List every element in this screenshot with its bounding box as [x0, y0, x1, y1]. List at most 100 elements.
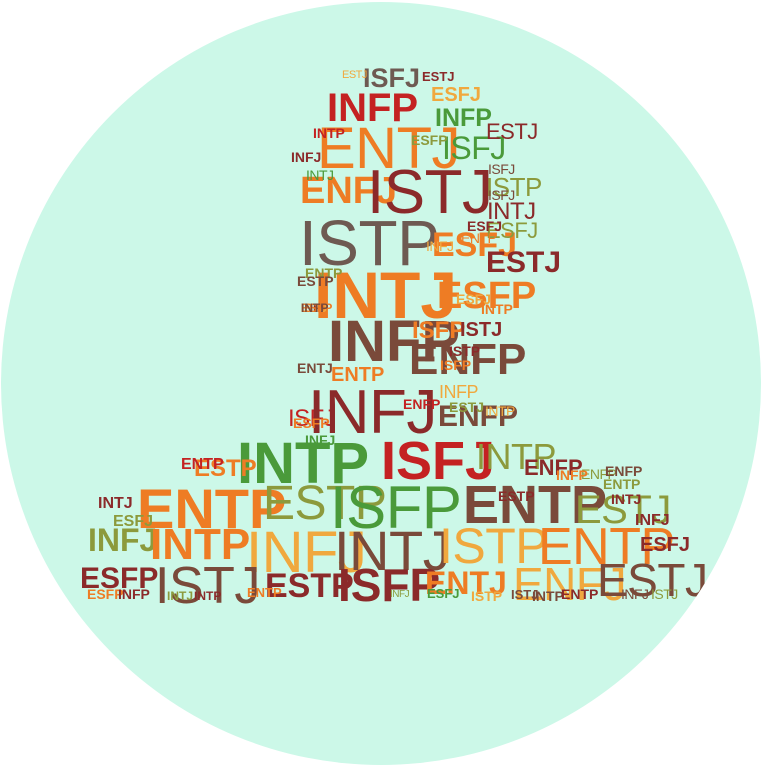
- cloud-word: ISTJ: [367, 158, 493, 227]
- cloud-word: ISFJ: [288, 405, 336, 432]
- cloud-word: INTP: [301, 301, 329, 315]
- cloud-word: INTP: [237, 431, 370, 496]
- cloud-word: ESTP: [263, 477, 387, 530]
- cloud-word: ENTP: [463, 475, 608, 535]
- cloud-word: INTJ: [334, 519, 451, 582]
- cloud-word: INTP: [481, 301, 513, 317]
- cloud-word: ISFP: [412, 317, 466, 344]
- cloud-word: INTP: [532, 588, 564, 604]
- cloud-word: ESFP: [87, 586, 124, 602]
- cloud-word: ESTJ: [449, 399, 485, 415]
- cloud-word: ISFJ: [381, 431, 496, 491]
- cloud-word: ENFP: [581, 466, 617, 482]
- cloud-word: INFJ: [246, 520, 367, 585]
- cloud-word: ISTP: [439, 518, 549, 574]
- cloud-word: ESFP: [437, 275, 537, 317]
- cloud-word: ESFJ: [467, 218, 503, 234]
- cloud-word: ISFP: [330, 474, 462, 541]
- cloud-word: ENFP: [605, 463, 643, 479]
- cloud-word: ENFP: [438, 400, 519, 433]
- cloud-word: INFJ: [88, 522, 158, 558]
- cloud-word: ENFP: [409, 335, 527, 384]
- cloud-word: ESTP: [194, 455, 257, 482]
- cloud-word: INTJ: [306, 167, 334, 183]
- cloud-word: ESTJ: [486, 246, 562, 279]
- cloud-word: INFP: [118, 586, 150, 602]
- cloud-word: INTP: [476, 436, 557, 477]
- cloud-word: INFP: [327, 86, 419, 130]
- cloud-word: ESTJ: [422, 69, 455, 84]
- cloud-word: INFJ: [305, 432, 336, 448]
- cloud-word: ISFP: [338, 559, 441, 611]
- cloud-word: ESFJ: [427, 586, 460, 601]
- cloud-word: INTJ: [487, 198, 536, 225]
- cloud-word: ESFJ: [431, 84, 482, 106]
- cloud-word: INTJ: [314, 258, 458, 332]
- cloud-word: INFP: [435, 104, 492, 132]
- cloud-word: ENTP: [603, 476, 641, 492]
- cloud-word: INFJ: [291, 149, 322, 165]
- cloud-word: ESFJ: [432, 226, 518, 264]
- cloud-word: ISFP: [440, 357, 472, 373]
- cloud-word: INTJ: [301, 301, 328, 315]
- cloud-word: ESFP: [80, 562, 159, 595]
- cloud-word: ESTJ: [575, 488, 671, 532]
- cloud-word: ESFJ: [113, 513, 154, 530]
- cloud-word: ENFJ: [300, 170, 398, 212]
- cloud-word: INFP: [556, 467, 588, 483]
- cloud-word: ISFJ: [488, 187, 515, 203]
- cloud-word: INTP: [194, 589, 222, 603]
- cloud-word: INFJ: [635, 512, 670, 529]
- cloud-word: ESFJ: [486, 218, 538, 243]
- cloud-word: ESFP: [293, 415, 330, 431]
- cloud-word: INFJ: [621, 586, 649, 602]
- cloud-word: ISTP: [486, 172, 542, 202]
- cloud-word: ENFP: [524, 455, 583, 480]
- cloud-word: ESTJ: [342, 69, 367, 81]
- cloud-word: ESFP: [411, 132, 448, 148]
- cloud-word: ESFJ: [456, 291, 492, 307]
- cloud-word: ISTJ: [651, 586, 678, 602]
- cloud-word: INFP: [439, 382, 479, 402]
- cloud-word: ESTJ: [597, 554, 708, 606]
- cloud-word: INTP: [313, 125, 345, 141]
- cloud-word: INTJ: [611, 491, 642, 507]
- cloud-word: ISTJ: [511, 587, 539, 602]
- cloud-word: ENTP: [181, 456, 224, 473]
- cloud-word: ISFJ: [442, 130, 506, 166]
- cloud-word: ESTP: [498, 488, 535, 504]
- cloud-word: INFJ: [390, 589, 410, 600]
- cloud-word: ENTP: [538, 518, 675, 576]
- cloud-word: ESFJ: [640, 534, 691, 556]
- cloud-word: ENTP: [247, 585, 282, 600]
- cloud-word: ISFJ: [363, 63, 421, 93]
- cloud-word: ENTP: [331, 364, 385, 386]
- cloud-word: INFJ: [308, 378, 437, 447]
- cloud-word: ENTP: [137, 477, 287, 540]
- cloud-word: ENTJ: [317, 116, 461, 181]
- cloud-word: ISTJ: [460, 319, 503, 341]
- cloud-word: ENTJ: [425, 565, 507, 601]
- cloud-word: ISTP: [301, 301, 328, 315]
- cloud-word: INFP: [328, 309, 461, 374]
- cloud-word: INFJ: [426, 238, 454, 254]
- cloud-word: ESTJ: [486, 119, 538, 144]
- cloud-word: INTP: [150, 520, 251, 569]
- cloud-word: ENTP: [561, 586, 599, 602]
- cloud-word: INFP: [301, 301, 329, 315]
- cloud-word: ENFP: [403, 396, 441, 412]
- cloud-word: ISTP: [299, 207, 440, 279]
- cloud-word: ISTP: [449, 343, 481, 359]
- cloud-word: INTJ: [98, 495, 133, 512]
- cloud-word: ESTP: [265, 567, 354, 605]
- cloud-word: ENTP: [461, 230, 497, 246]
- cloud-word: ISFJ: [488, 161, 515, 177]
- cloud-word: ESTP: [297, 273, 334, 289]
- cloud-word: INTJ: [167, 589, 194, 603]
- cloud-word: INTP: [485, 403, 515, 419]
- cloud-word: ENTJ: [297, 360, 333, 376]
- cloud-word: ESFP: [301, 301, 333, 315]
